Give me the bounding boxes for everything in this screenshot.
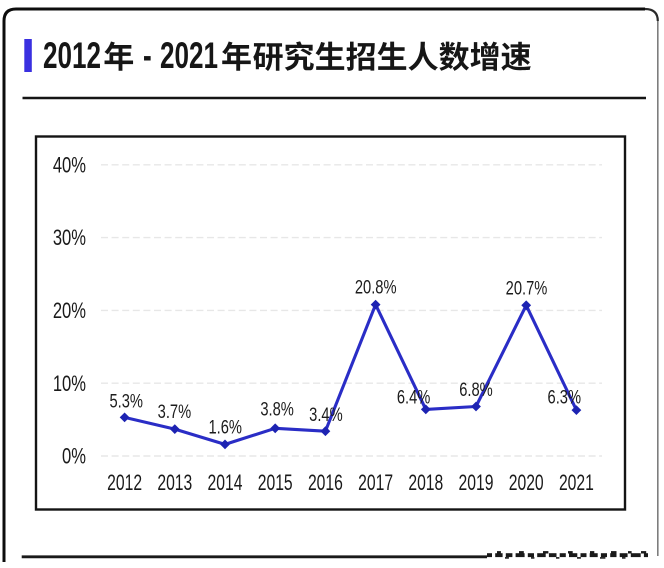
- svg-text:5.3%: 5.3%: [109, 389, 142, 412]
- svg-text:10%: 10%: [53, 372, 86, 397]
- svg-text:3.8%: 3.8%: [260, 397, 293, 420]
- svg-text:6.3%: 6.3%: [548, 385, 581, 408]
- svg-text:2017: 2017: [358, 472, 393, 496]
- svg-text:2021: 2021: [160, 34, 218, 76]
- svg-text:2014: 2014: [208, 472, 243, 496]
- svg-text:2012: 2012: [43, 34, 101, 76]
- svg-text:3.7%: 3.7%: [158, 400, 191, 423]
- svg-text:2012: 2012: [107, 472, 142, 496]
- svg-text:0%: 0%: [62, 444, 86, 469]
- svg-text:2013: 2013: [157, 472, 192, 496]
- svg-text:2019: 2019: [459, 472, 494, 496]
- svg-text:20%: 20%: [53, 299, 86, 324]
- svg-text:20.8%: 20.8%: [355, 275, 397, 298]
- svg-text:2016: 2016: [308, 472, 343, 496]
- svg-text:2021: 2021: [559, 472, 594, 496]
- svg-text:2018: 2018: [408, 472, 443, 496]
- svg-text:6.4%: 6.4%: [397, 385, 430, 408]
- svg-text:1.6%: 1.6%: [208, 415, 241, 438]
- svg-text:3.4%: 3.4%: [309, 403, 342, 426]
- svg-text:6.8%: 6.8%: [459, 378, 492, 401]
- svg-text:40%: 40%: [53, 153, 86, 178]
- svg-text:20.7%: 20.7%: [506, 276, 548, 299]
- svg-text:30%: 30%: [53, 226, 86, 251]
- svg-text:2015: 2015: [258, 472, 293, 496]
- svg-text:2020: 2020: [509, 472, 544, 496]
- svg-text:-: -: [143, 34, 152, 76]
